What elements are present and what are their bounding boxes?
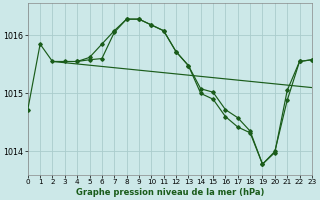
X-axis label: Graphe pression niveau de la mer (hPa): Graphe pression niveau de la mer (hPa)	[76, 188, 264, 197]
